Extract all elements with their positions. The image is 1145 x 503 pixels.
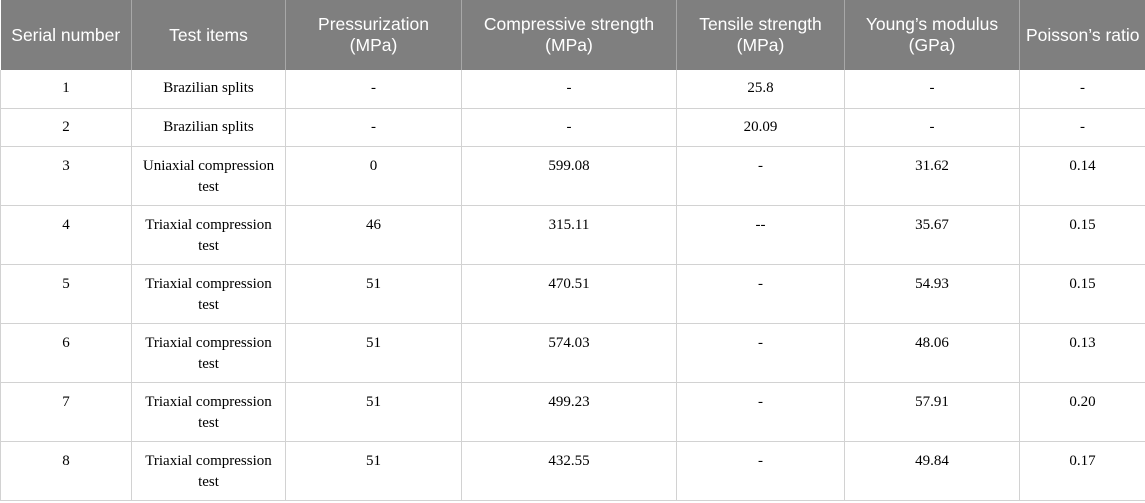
cell-poissons-ratio: 0.14 [1019, 146, 1145, 206]
table-row: 1 Brazilian splits - - 25.8 - - [0, 70, 1145, 109]
cell-youngs-modulus: 54.93 [844, 264, 1020, 324]
header-pressurization: Pressurization (MPa) [285, 0, 462, 70]
cell-serial-number: 7 [0, 382, 132, 442]
cell-test-item: Brazilian splits [131, 108, 286, 147]
table-row: 8 Triaxial compression test 51 432.55 - … [0, 441, 1145, 501]
cell-tensile-strength: 25.8 [676, 70, 845, 109]
cell-test-item: Triaxial compression test [131, 205, 286, 265]
cell-tensile-strength: - [676, 264, 845, 324]
cell-youngs-modulus: - [844, 108, 1020, 147]
cell-serial-number: 4 [0, 205, 132, 265]
cell-test-item: Triaxial compression test [131, 382, 286, 442]
header-test-items: Test items [131, 0, 286, 70]
cell-youngs-modulus: 48.06 [844, 323, 1020, 383]
table-row: 4 Triaxial compression test 46 315.11 --… [0, 205, 1145, 265]
cell-test-item: Triaxial compression test [131, 441, 286, 501]
cell-pressurization: - [285, 70, 462, 109]
cell-compressive-strength: - [461, 70, 677, 109]
cell-compressive-strength: 432.55 [461, 441, 677, 501]
cell-test-item: Uniaxial compression test [131, 146, 286, 206]
cell-compressive-strength: 315.11 [461, 205, 677, 265]
cell-pressurization: 51 [285, 264, 462, 324]
cell-pressurization: 51 [285, 382, 462, 442]
cell-pressurization: - [285, 108, 462, 147]
header-youngs-modulus: Young’s modulus (GPa) [844, 0, 1020, 70]
cell-serial-number: 5 [0, 264, 132, 324]
cell-youngs-modulus: 57.91 [844, 382, 1020, 442]
cell-poissons-ratio: 0.20 [1019, 382, 1145, 442]
cell-tensile-strength: - [676, 146, 845, 206]
cell-poissons-ratio: - [1019, 108, 1145, 147]
cell-youngs-modulus: 31.62 [844, 146, 1020, 206]
table-row: 3 Uniaxial compression test 0 599.08 - 3… [0, 146, 1145, 206]
cell-serial-number: 3 [0, 146, 132, 206]
header-row: Serial number Test items Pressurization … [0, 0, 1145, 70]
header-serial-number: Serial number [0, 0, 132, 70]
cell-compressive-strength: 599.08 [461, 146, 677, 206]
cell-pressurization: 51 [285, 441, 462, 501]
cell-tensile-strength: - [676, 323, 845, 383]
table-row: 2 Brazilian splits - - 20.09 - - [0, 108, 1145, 147]
cell-test-item: Triaxial compression test [131, 323, 286, 383]
cell-poissons-ratio: - [1019, 70, 1145, 109]
header-compressive-strength: Compressive strength (MPa) [461, 0, 677, 70]
cell-pressurization: 0 [285, 146, 462, 206]
cell-test-item: Triaxial compression test [131, 264, 286, 324]
cell-serial-number: 6 [0, 323, 132, 383]
cell-tensile-strength: 20.09 [676, 108, 845, 147]
table-row: 5 Triaxial compression test 51 470.51 - … [0, 264, 1145, 324]
cell-serial-number: 2 [0, 108, 132, 147]
cell-youngs-modulus: 49.84 [844, 441, 1020, 501]
cell-tensile-strength: - [676, 382, 845, 442]
cell-pressurization: 51 [285, 323, 462, 383]
cell-compressive-strength: 470.51 [461, 264, 677, 324]
cell-serial-number: 1 [0, 70, 132, 109]
cell-tensile-strength: - [676, 441, 845, 501]
table-row: 6 Triaxial compression test 51 574.03 - … [0, 323, 1145, 383]
table-row: 7 Triaxial compression test 51 499.23 - … [0, 382, 1145, 442]
header-tensile-strength: Tensile strength (MPa) [676, 0, 845, 70]
cell-poissons-ratio: 0.15 [1019, 264, 1145, 324]
cell-serial-number: 8 [0, 441, 132, 501]
cell-compressive-strength: 499.23 [461, 382, 677, 442]
header-poissons-ratio: Poisson’s ratio [1019, 0, 1145, 70]
cell-poissons-ratio: 0.15 [1019, 205, 1145, 265]
cell-tensile-strength: -- [676, 205, 845, 265]
cell-youngs-modulus: - [844, 70, 1020, 109]
cell-youngs-modulus: 35.67 [844, 205, 1020, 265]
cell-compressive-strength: 574.03 [461, 323, 677, 383]
cell-compressive-strength: - [461, 108, 677, 147]
cell-pressurization: 46 [285, 205, 462, 265]
cell-test-item: Brazilian splits [131, 70, 286, 109]
cell-poissons-ratio: 0.13 [1019, 323, 1145, 383]
cell-poissons-ratio: 0.17 [1019, 441, 1145, 501]
